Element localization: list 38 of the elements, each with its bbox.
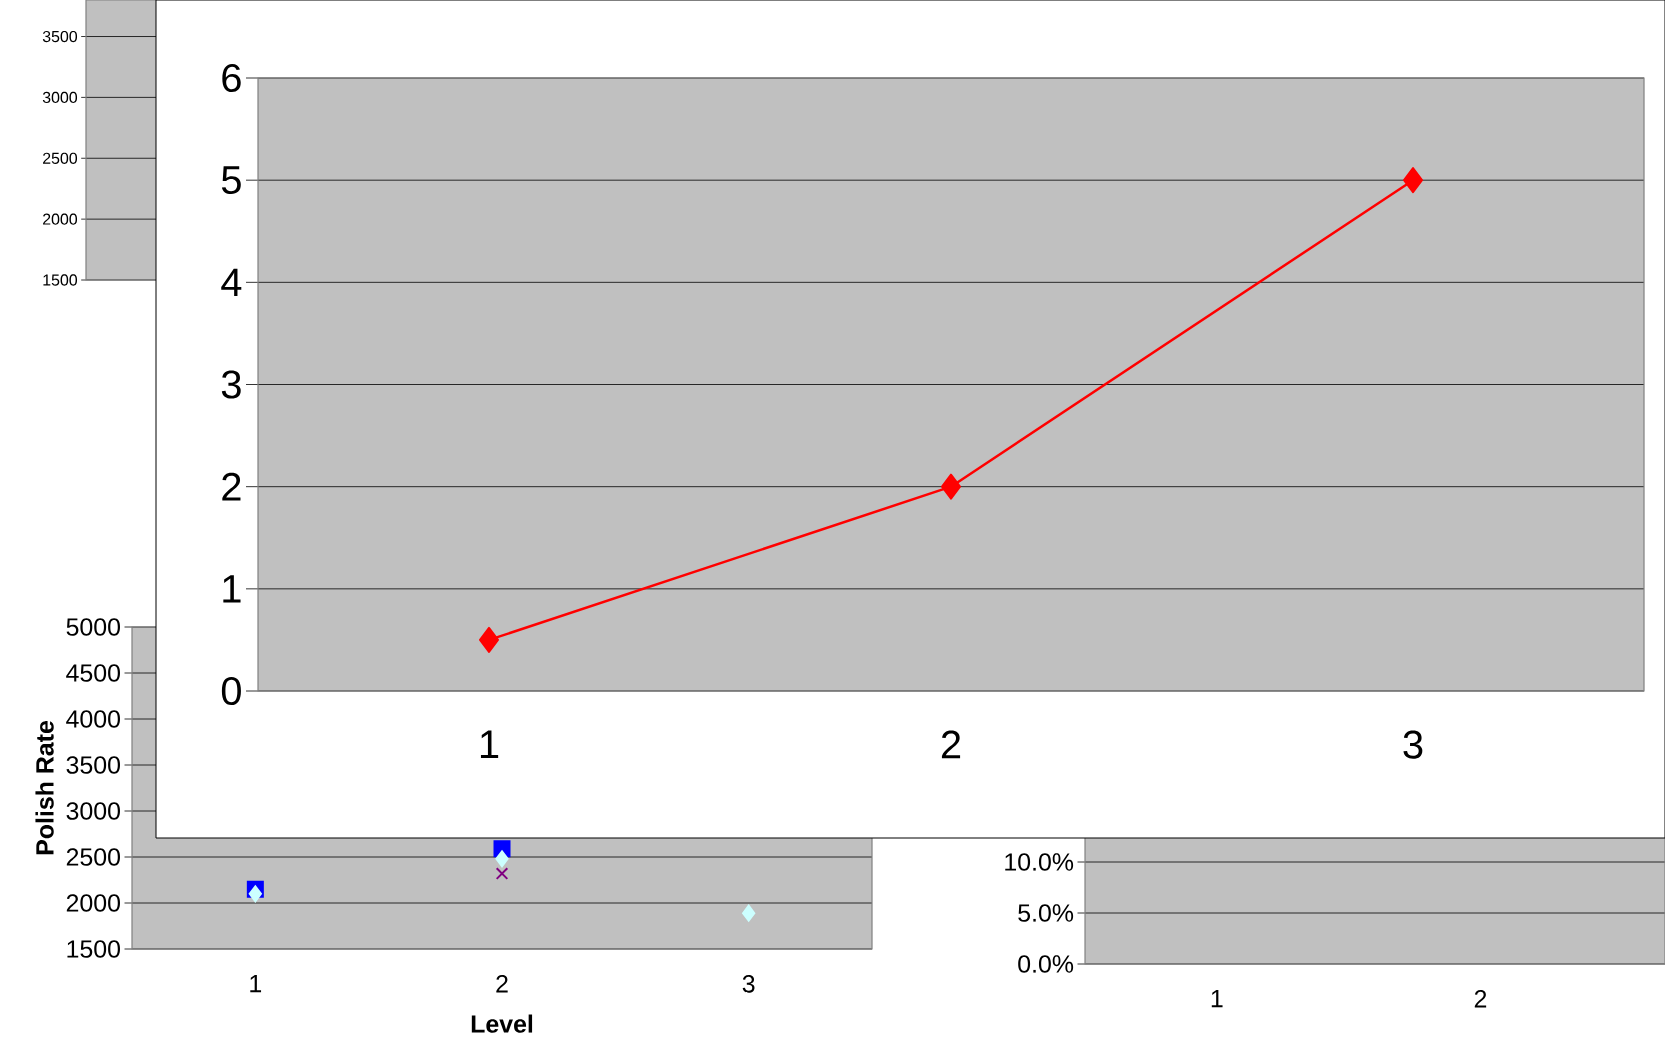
y-tick-label: 10.0% [1005, 853, 1074, 871]
y-tick-label: 3000 [42, 91, 78, 104]
point [248, 885, 262, 903]
y-tick-label: 0.0% [1018, 955, 1074, 973]
y-tick-label: 3000 [66, 802, 120, 820]
y-tick-label: 2 [222, 472, 241, 501]
y-tick-label: 5.0% [1018, 904, 1074, 922]
point [1403, 167, 1424, 194]
y-tick-label: 1 [223, 575, 241, 603]
y-tick-label: 5 [221, 166, 241, 195]
y-tick-label: 1500 [67, 940, 120, 958]
x-tick-label: 2 [941, 730, 961, 759]
x-tick-label: 2 [496, 975, 508, 993]
y-tick-label: 3500 [66, 756, 120, 774]
y-tick-label: 3500 [42, 30, 78, 43]
point [495, 850, 509, 868]
y-tick-label: 0 [221, 676, 241, 706]
point [941, 473, 962, 500]
y-axis-title: Polish Rate [35, 721, 54, 855]
y-tick-label: 4500 [66, 664, 120, 682]
point [479, 626, 499, 653]
point [742, 904, 756, 922]
y-tick-label: 3 [221, 370, 241, 399]
y-tick-label: 2000 [66, 894, 120, 912]
x-tick-label: 3 [1403, 730, 1423, 759]
y-tick-label: 6 [222, 63, 241, 93]
point [495, 867, 509, 880]
x-tick-label: 3 [742, 975, 755, 993]
x-tick-label: 1 [480, 730, 499, 758]
x-tick-label: 1 [250, 975, 262, 993]
y-tick-label: 4000 [66, 710, 120, 728]
y-tick-label: 4 [221, 268, 242, 297]
y-tick-label: 1500 [43, 274, 78, 286]
y-tick-label: 2500 [66, 848, 120, 866]
y-tick-label: 5000 [66, 618, 120, 636]
x-axis-title: Level [471, 1014, 533, 1033]
y-tick-label: 2000 [43, 213, 78, 225]
y-tick-label: 2500 [43, 152, 78, 164]
